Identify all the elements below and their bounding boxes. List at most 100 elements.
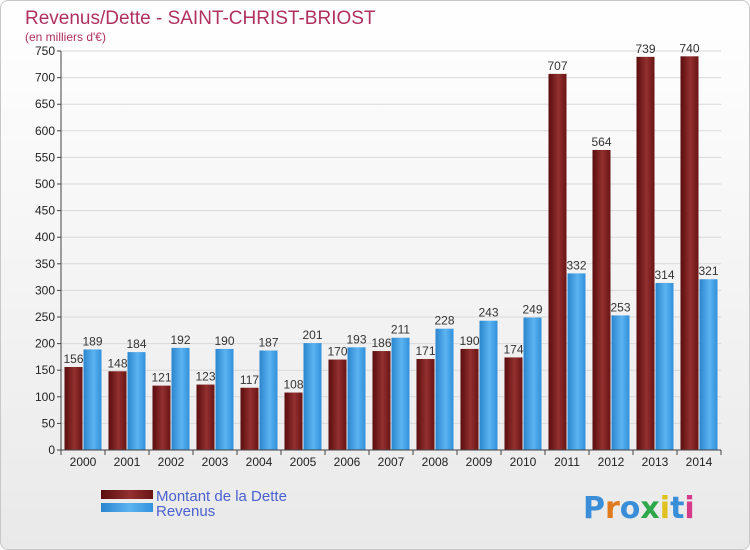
y-tick-label: 400 bbox=[35, 230, 55, 244]
logo-text: Proxiti bbox=[583, 491, 695, 526]
data-label-revenus: 243 bbox=[478, 306, 498, 320]
bar-debt bbox=[416, 359, 435, 450]
y-tick-label: 50 bbox=[42, 416, 56, 430]
bar-debt bbox=[196, 384, 215, 450]
logo-letter: r bbox=[605, 491, 620, 526]
data-label-debt: 174 bbox=[503, 342, 523, 356]
y-axis: 0 50 100 150 200 250 300 350 400 450 500 550 600 650 7… bbox=[35, 44, 62, 457]
x-axis: 2000 2001 2002 2003 2004 2005 2006 2007 2008 2009… bbox=[60, 449, 722, 469]
chart-title: Revenus/Dette - SAINT-CHRIST-BRIOST bbox=[25, 8, 376, 29]
bar-debt bbox=[636, 56, 655, 451]
x-tick-label: 2004 bbox=[246, 455, 273, 469]
bar-revenus bbox=[611, 315, 630, 450]
data-label-debt: 170 bbox=[327, 345, 347, 359]
data-label-revenus: 253 bbox=[610, 300, 630, 314]
x-tick-label: 2011 bbox=[554, 455, 580, 469]
y-tick-label: 250 bbox=[35, 310, 55, 324]
y-tick-label: 150 bbox=[35, 363, 55, 377]
x-tick-label: 2006 bbox=[334, 455, 361, 469]
data-label-revenus: 189 bbox=[82, 334, 102, 348]
data-label-revenus: 192 bbox=[170, 333, 190, 347]
bar-revenus bbox=[259, 350, 278, 450]
y-tick-label: 0 bbox=[48, 443, 55, 457]
data-label-debt: 171 bbox=[415, 344, 435, 358]
bar-debt bbox=[284, 392, 303, 450]
data-label-revenus: 190 bbox=[214, 334, 234, 348]
bar-debt bbox=[592, 149, 611, 450]
bars bbox=[64, 56, 718, 451]
data-label-debt: 123 bbox=[195, 370, 215, 384]
x-tick-label: 2008 bbox=[422, 455, 449, 469]
bar-revenus bbox=[523, 317, 542, 450]
bar-debt bbox=[64, 367, 83, 450]
legend-swatch-revenus bbox=[101, 503, 153, 512]
y-tick-label: 200 bbox=[35, 337, 55, 351]
data-label-debt: 190 bbox=[459, 334, 479, 348]
bar-revenus bbox=[171, 347, 190, 450]
bar-debt bbox=[328, 359, 347, 450]
bar-revenus bbox=[435, 328, 454, 450]
logo-letter: i bbox=[684, 491, 694, 526]
x-tick-label: 2012 bbox=[598, 455, 625, 469]
chart-subtitle: (en milliers d'€) bbox=[25, 30, 106, 44]
logo-letter: x bbox=[640, 491, 659, 526]
logo-letter: t bbox=[670, 491, 684, 526]
bar-debt bbox=[548, 73, 567, 450]
data-label-revenus: 184 bbox=[126, 337, 146, 351]
data-label-debt: 707 bbox=[547, 59, 567, 73]
data-label-revenus: 332 bbox=[566, 258, 586, 272]
y-tick-label: 750 bbox=[35, 44, 55, 58]
bar-debt bbox=[240, 387, 259, 450]
data-label-revenus: 321 bbox=[698, 264, 718, 278]
legend-label-revenus: Revenus bbox=[156, 503, 215, 520]
bar-revenus bbox=[127, 352, 146, 450]
data-label-revenus: 228 bbox=[434, 314, 454, 328]
data-labels: 1561891481841211921231901171871082011701… bbox=[63, 41, 718, 391]
bar-debt bbox=[460, 348, 479, 450]
logo-letter: P bbox=[583, 491, 605, 526]
data-label-debt: 186 bbox=[371, 336, 391, 350]
bar-revenus bbox=[347, 347, 366, 450]
bar-revenus bbox=[391, 337, 410, 450]
bar-revenus bbox=[303, 343, 322, 450]
x-tick-label: 2009 bbox=[466, 455, 493, 469]
x-tick-label: 2013 bbox=[642, 455, 669, 469]
legend-label-debt: Montant de la Dette bbox=[156, 488, 287, 505]
data-label-debt: 148 bbox=[107, 356, 127, 370]
x-tick-label: 2007 bbox=[378, 455, 405, 469]
y-tick-label: 100 bbox=[35, 390, 55, 404]
bar-revenus bbox=[655, 282, 674, 450]
y-tick-label: 450 bbox=[35, 204, 55, 218]
data-label-debt: 564 bbox=[591, 135, 611, 149]
bar-revenus bbox=[215, 348, 234, 450]
data-label-revenus: 314 bbox=[654, 268, 674, 282]
grid-lines bbox=[61, 50, 721, 451]
x-tick-label: 2014 bbox=[686, 455, 713, 469]
data-label-revenus: 249 bbox=[522, 303, 542, 317]
bar-revenus bbox=[567, 273, 586, 450]
data-label-revenus: 211 bbox=[391, 323, 410, 337]
x-tick-label: 2003 bbox=[202, 455, 229, 469]
data-label-debt: 121 bbox=[151, 371, 171, 385]
data-label-debt: 117 bbox=[240, 373, 259, 387]
bar-debt bbox=[372, 351, 391, 450]
legend: Montant de la Dette Revenus bbox=[101, 488, 287, 520]
bar-revenus bbox=[479, 320, 498, 450]
y-tick-label: 500 bbox=[35, 177, 55, 191]
bar-debt bbox=[680, 56, 699, 450]
y-tick-label: 350 bbox=[35, 257, 55, 271]
logo-letter: i bbox=[660, 491, 670, 526]
data-label-revenus: 187 bbox=[258, 336, 278, 350]
data-label-debt: 740 bbox=[679, 41, 699, 55]
proxiti-logo: Proxiti bbox=[583, 491, 695, 526]
y-tick-label: 600 bbox=[35, 124, 55, 138]
legend-swatch-debt bbox=[101, 490, 153, 499]
data-label-debt: 156 bbox=[63, 352, 83, 366]
data-label-revenus: 201 bbox=[302, 328, 322, 342]
y-tick-label: 700 bbox=[35, 71, 55, 85]
logo-letter: o bbox=[620, 491, 641, 526]
data-label-debt: 739 bbox=[635, 42, 655, 56]
x-tick-label: 2010 bbox=[510, 455, 537, 469]
y-tick-label: 300 bbox=[35, 283, 55, 297]
